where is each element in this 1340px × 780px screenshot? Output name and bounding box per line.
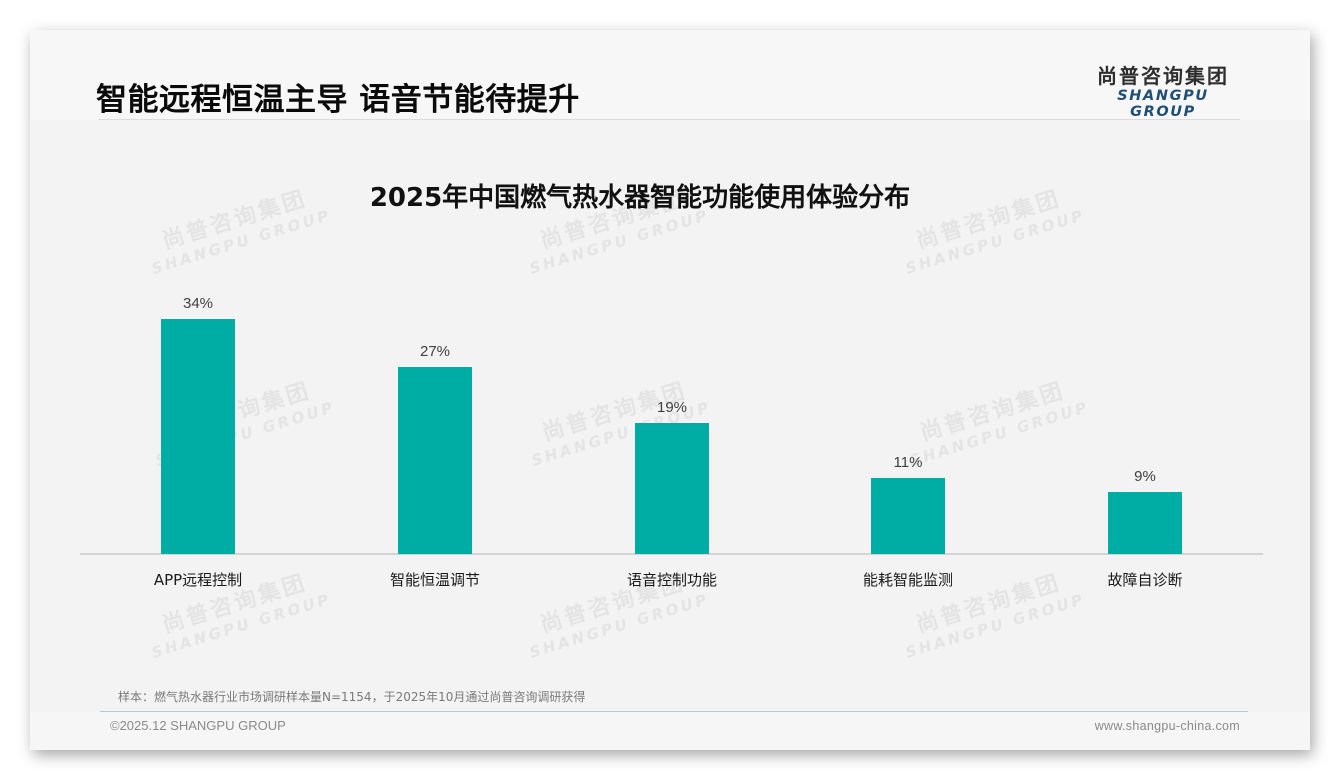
company-logo: 尚普咨询集团 SHANGPU GROUP xyxy=(1088,64,1238,120)
bar-chart: 34% APP远程控制 27% 智能恒温调节 19% 语音控制功能 11% 能耗智能监测 9% 故… xyxy=(30,30,1310,750)
bar-value-label: 27% xyxy=(419,343,451,360)
bar-value-label: 34% xyxy=(182,295,214,312)
footer-divider xyxy=(100,711,1248,712)
logo-en-text: SHANGPU GROUP xyxy=(1117,88,1209,120)
website-link[interactable]: www.shangpu-china.com xyxy=(1094,719,1240,733)
copyright-text: ©2025.12 SHANGPU GROUP xyxy=(110,718,286,733)
bar xyxy=(1108,492,1182,554)
category-label: 故障自诊断 xyxy=(1107,571,1183,589)
bar xyxy=(398,367,472,554)
bar-value-label: 9% xyxy=(1134,468,1156,485)
footer-band xyxy=(30,712,1310,750)
slide: 智能远程恒温主导 语音节能待提升 尚普咨询集团 SHANGPU GROUP 尚普… xyxy=(30,30,1310,750)
bar xyxy=(161,319,235,554)
bar xyxy=(871,478,945,554)
chart-title: 2025年中国燃气热水器智能功能使用体验分布 xyxy=(369,183,911,213)
category-label: 智能恒温调节 xyxy=(389,571,480,589)
header-band xyxy=(30,30,1310,120)
bar xyxy=(635,423,709,554)
logo-cn-text: 尚普咨询集团 xyxy=(1097,64,1229,88)
category-label: APP远程控制 xyxy=(153,571,243,589)
header-divider xyxy=(98,119,1240,120)
bar-value-label: 11% xyxy=(893,454,923,471)
sample-note: 样本：燃气热水器行业市场调研样本量N=1154，于2025年10月通过尚普咨询调… xyxy=(118,690,586,704)
category-label: 语音控制功能 xyxy=(626,571,717,589)
page-headline: 智能远程恒温主导 语音节能待提升 xyxy=(96,82,580,118)
category-label: 能耗智能监测 xyxy=(862,571,953,589)
bar-value-label: 19% xyxy=(656,399,688,416)
